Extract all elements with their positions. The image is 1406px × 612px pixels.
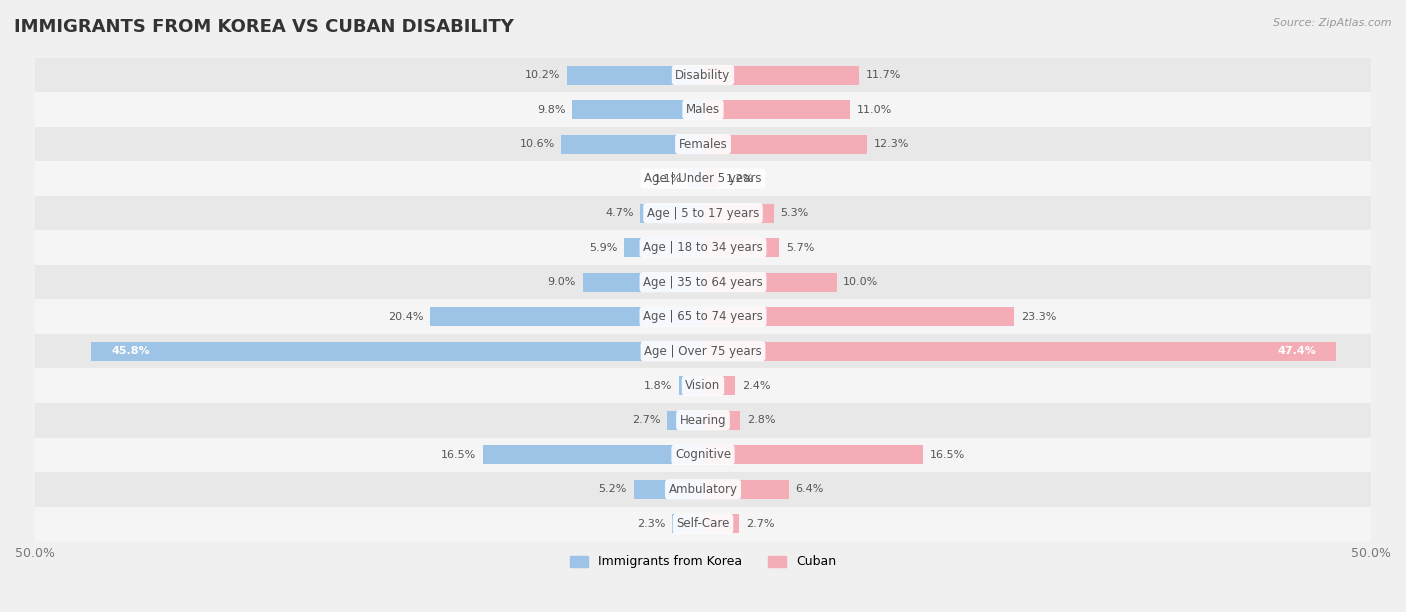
Text: 45.8%: 45.8%: [111, 346, 150, 356]
Bar: [35, 403, 1371, 438]
Bar: [35, 265, 1371, 299]
Bar: [703, 169, 718, 188]
Text: Age | 35 to 64 years: Age | 35 to 64 years: [643, 275, 763, 289]
Text: 11.0%: 11.0%: [856, 105, 891, 114]
Bar: [679, 376, 703, 395]
Text: 2.7%: 2.7%: [631, 416, 661, 425]
Bar: [634, 480, 703, 499]
Bar: [703, 411, 741, 430]
Text: Females: Females: [679, 138, 727, 151]
Bar: [35, 162, 1371, 196]
Text: 47.4%: 47.4%: [1277, 346, 1316, 356]
Text: 4.7%: 4.7%: [605, 208, 634, 218]
Text: 10.0%: 10.0%: [844, 277, 879, 287]
Bar: [624, 238, 703, 257]
Bar: [35, 472, 1371, 507]
Text: 9.0%: 9.0%: [548, 277, 576, 287]
Bar: [703, 135, 868, 154]
Bar: [35, 507, 1371, 541]
Bar: [561, 135, 703, 154]
Text: 20.4%: 20.4%: [388, 312, 423, 322]
Bar: [35, 92, 1371, 127]
Text: Age | 18 to 34 years: Age | 18 to 34 years: [643, 241, 763, 254]
Text: 1.8%: 1.8%: [644, 381, 672, 390]
Text: 10.2%: 10.2%: [524, 70, 560, 80]
Bar: [703, 446, 924, 465]
Text: Age | 5 to 17 years: Age | 5 to 17 years: [647, 207, 759, 220]
Text: Ambulatory: Ambulatory: [668, 483, 738, 496]
Bar: [672, 514, 703, 533]
Text: 5.9%: 5.9%: [589, 243, 617, 253]
Text: Vision: Vision: [685, 379, 721, 392]
Bar: [482, 446, 703, 465]
Bar: [582, 273, 703, 292]
Text: Age | Under 5 years: Age | Under 5 years: [644, 172, 762, 185]
Bar: [703, 307, 1014, 326]
Text: 9.8%: 9.8%: [537, 105, 565, 114]
Text: Age | 65 to 74 years: Age | 65 to 74 years: [643, 310, 763, 323]
Text: IMMIGRANTS FROM KOREA VS CUBAN DISABILITY: IMMIGRANTS FROM KOREA VS CUBAN DISABILIT…: [14, 18, 515, 36]
Text: 2.8%: 2.8%: [747, 416, 776, 425]
Bar: [689, 169, 703, 188]
Text: 1.2%: 1.2%: [725, 174, 754, 184]
Text: 2.4%: 2.4%: [742, 381, 770, 390]
Bar: [703, 204, 773, 223]
Bar: [35, 127, 1371, 162]
Bar: [703, 65, 859, 84]
Legend: Immigrants from Korea, Cuban: Immigrants from Korea, Cuban: [565, 550, 841, 573]
Bar: [703, 514, 740, 533]
Text: 1.1%: 1.1%: [654, 174, 682, 184]
Text: 2.3%: 2.3%: [637, 519, 665, 529]
Bar: [703, 238, 779, 257]
Bar: [666, 411, 703, 430]
Text: Self-Care: Self-Care: [676, 517, 730, 531]
Bar: [35, 196, 1371, 231]
Text: 2.7%: 2.7%: [745, 519, 775, 529]
Bar: [35, 231, 1371, 265]
Bar: [703, 480, 789, 499]
Bar: [35, 334, 1371, 368]
Bar: [703, 376, 735, 395]
Text: Cognitive: Cognitive: [675, 448, 731, 461]
Bar: [35, 368, 1371, 403]
Bar: [91, 341, 703, 360]
Text: Males: Males: [686, 103, 720, 116]
Bar: [703, 100, 851, 119]
Bar: [35, 299, 1371, 334]
Bar: [567, 65, 703, 84]
Bar: [640, 204, 703, 223]
Bar: [703, 273, 837, 292]
Text: Hearing: Hearing: [679, 414, 727, 427]
Text: Source: ZipAtlas.com: Source: ZipAtlas.com: [1274, 18, 1392, 28]
Text: 5.7%: 5.7%: [786, 243, 814, 253]
Text: 6.4%: 6.4%: [796, 484, 824, 494]
Text: 5.3%: 5.3%: [780, 208, 808, 218]
Text: 12.3%: 12.3%: [875, 139, 910, 149]
Bar: [572, 100, 703, 119]
Text: 5.2%: 5.2%: [599, 484, 627, 494]
Text: Age | Over 75 years: Age | Over 75 years: [644, 345, 762, 358]
Text: 10.6%: 10.6%: [519, 139, 555, 149]
Bar: [35, 58, 1371, 92]
Text: 16.5%: 16.5%: [931, 450, 966, 460]
Text: 16.5%: 16.5%: [440, 450, 475, 460]
Text: 11.7%: 11.7%: [866, 70, 901, 80]
Text: Disability: Disability: [675, 69, 731, 81]
Text: 23.3%: 23.3%: [1021, 312, 1056, 322]
Bar: [35, 438, 1371, 472]
Bar: [430, 307, 703, 326]
Bar: [703, 341, 1336, 360]
